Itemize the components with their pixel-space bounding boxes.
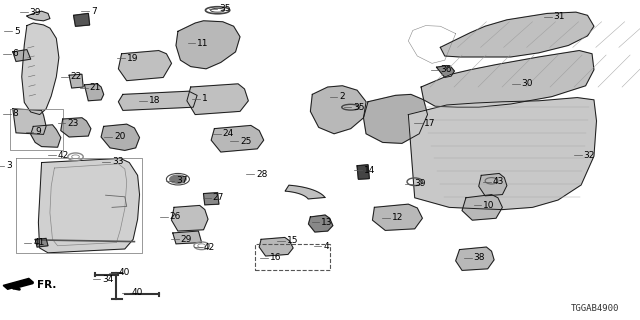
Polygon shape xyxy=(436,66,454,77)
Polygon shape xyxy=(101,124,140,150)
Polygon shape xyxy=(38,158,140,253)
Text: 15: 15 xyxy=(287,236,298,245)
Polygon shape xyxy=(13,50,31,61)
Polygon shape xyxy=(61,118,91,137)
Text: 22: 22 xyxy=(70,72,82,81)
Polygon shape xyxy=(118,91,197,110)
Polygon shape xyxy=(22,23,59,115)
Text: 37: 37 xyxy=(176,176,188,185)
Text: 35: 35 xyxy=(353,103,365,112)
Text: 32: 32 xyxy=(584,151,595,160)
Polygon shape xyxy=(372,204,422,230)
Polygon shape xyxy=(187,84,248,115)
Circle shape xyxy=(170,175,186,183)
Text: 33: 33 xyxy=(112,157,124,166)
Polygon shape xyxy=(421,51,594,107)
Text: 11: 11 xyxy=(197,39,209,48)
Polygon shape xyxy=(285,185,325,199)
Text: 28: 28 xyxy=(256,170,268,179)
Polygon shape xyxy=(408,98,596,210)
Polygon shape xyxy=(456,247,494,270)
Text: 23: 23 xyxy=(67,119,79,128)
Text: 27: 27 xyxy=(212,193,224,202)
Polygon shape xyxy=(176,21,240,69)
Text: 24: 24 xyxy=(223,129,234,138)
Text: 9: 9 xyxy=(35,127,41,136)
Polygon shape xyxy=(308,215,333,232)
Polygon shape xyxy=(27,11,50,21)
Polygon shape xyxy=(204,193,219,205)
Text: 30: 30 xyxy=(522,79,533,88)
Text: 29: 29 xyxy=(180,235,192,244)
Text: 43: 43 xyxy=(493,177,504,186)
Text: 8: 8 xyxy=(13,109,19,118)
Text: TGGAB4900: TGGAB4900 xyxy=(571,304,620,313)
Text: 35: 35 xyxy=(219,4,230,13)
Text: 42: 42 xyxy=(204,243,215,252)
Text: 3: 3 xyxy=(6,161,12,170)
Text: 17: 17 xyxy=(424,119,435,128)
Text: 26: 26 xyxy=(170,212,181,221)
Text: 25: 25 xyxy=(240,137,252,146)
Polygon shape xyxy=(118,51,172,81)
Text: 1: 1 xyxy=(202,94,207,103)
Polygon shape xyxy=(479,173,507,196)
Text: 14: 14 xyxy=(364,166,375,175)
Text: 5: 5 xyxy=(14,27,20,36)
Text: 7: 7 xyxy=(91,7,97,16)
Text: 34: 34 xyxy=(102,275,114,284)
Text: 21: 21 xyxy=(90,84,101,92)
Text: 41: 41 xyxy=(33,238,45,247)
Text: 31: 31 xyxy=(554,12,565,21)
Polygon shape xyxy=(35,238,48,247)
Text: 40: 40 xyxy=(131,288,143,297)
Polygon shape xyxy=(462,195,502,220)
Text: 16: 16 xyxy=(270,253,282,262)
Polygon shape xyxy=(310,86,366,134)
Polygon shape xyxy=(357,165,369,179)
Text: 2: 2 xyxy=(339,92,345,101)
Polygon shape xyxy=(74,13,90,26)
Text: FR.: FR. xyxy=(37,280,56,291)
Text: 36: 36 xyxy=(440,65,452,74)
Polygon shape xyxy=(364,94,428,143)
Polygon shape xyxy=(84,84,104,101)
Text: 18: 18 xyxy=(148,96,160,105)
Text: 38: 38 xyxy=(474,253,485,262)
Polygon shape xyxy=(173,231,202,244)
Text: 42: 42 xyxy=(58,151,69,160)
Text: 6: 6 xyxy=(13,49,19,58)
Polygon shape xyxy=(69,74,83,88)
Bar xyxy=(255,244,330,270)
Polygon shape xyxy=(211,125,264,152)
Polygon shape xyxy=(259,237,293,256)
Text: 40: 40 xyxy=(118,268,130,277)
Polygon shape xyxy=(172,205,208,231)
Text: 19: 19 xyxy=(127,54,138,63)
Polygon shape xyxy=(31,125,61,147)
Text: 10: 10 xyxy=(483,201,495,210)
Text: 20: 20 xyxy=(114,132,125,141)
Text: 12: 12 xyxy=(392,213,403,222)
Text: 39: 39 xyxy=(415,180,426,188)
Text: 39: 39 xyxy=(29,8,41,17)
Polygon shape xyxy=(440,12,594,57)
Text: 13: 13 xyxy=(321,218,333,227)
Polygon shape xyxy=(13,109,46,134)
Text: 4: 4 xyxy=(323,242,329,251)
Polygon shape xyxy=(3,278,33,289)
